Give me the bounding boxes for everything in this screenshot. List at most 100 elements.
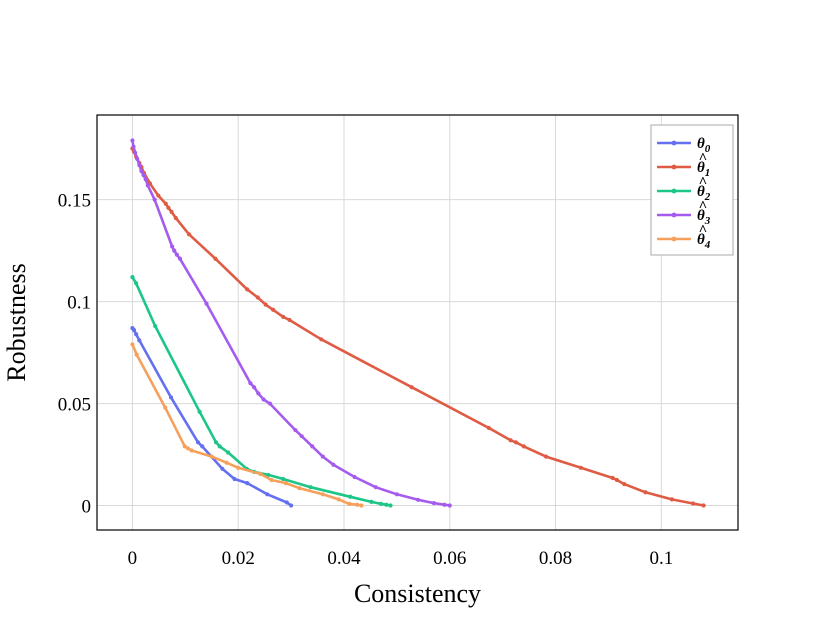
data-point bbox=[131, 144, 136, 149]
data-point bbox=[172, 248, 177, 253]
data-point bbox=[189, 448, 194, 453]
series-group bbox=[130, 138, 706, 508]
data-point bbox=[220, 466, 225, 471]
plot-frame bbox=[96, 114, 739, 531]
data-point bbox=[690, 501, 696, 506]
data-point bbox=[195, 440, 201, 445]
y-tick-label: 0.15 bbox=[58, 191, 91, 212]
x-tick-label: 0.08 bbox=[539, 548, 572, 569]
data-point bbox=[442, 502, 447, 507]
series-0 bbox=[130, 326, 294, 508]
data-point bbox=[373, 485, 378, 490]
data-point bbox=[701, 503, 706, 508]
data-point bbox=[130, 275, 135, 280]
series-4 bbox=[130, 342, 364, 508]
series-3 bbox=[130, 138, 452, 508]
y-tick-label: 0.05 bbox=[58, 395, 91, 416]
legend-item: θ1^ bbox=[657, 151, 710, 179]
data-point bbox=[283, 480, 288, 486]
data-point bbox=[141, 173, 146, 178]
legend-label: θ4 bbox=[697, 232, 711, 251]
data-point bbox=[352, 474, 357, 480]
data-point bbox=[266, 472, 271, 478]
legend-symbol: θ bbox=[697, 232, 705, 248]
data-point bbox=[213, 440, 219, 445]
y-tick-label: 0 bbox=[82, 497, 92, 518]
data-point bbox=[308, 485, 313, 490]
data-point bbox=[287, 317, 292, 323]
legend-subscript: 0 bbox=[705, 143, 711, 155]
y-axis-title: Robustness bbox=[2, 263, 31, 381]
data-point bbox=[130, 138, 135, 143]
legend-subscript: 3 bbox=[704, 215, 711, 227]
data-point bbox=[213, 256, 218, 261]
legend-label: θ2 bbox=[697, 184, 711, 203]
data-point bbox=[320, 454, 325, 459]
data-point bbox=[248, 381, 253, 386]
data-point bbox=[186, 232, 192, 237]
data-point bbox=[431, 500, 436, 506]
legend-swatch-marker bbox=[671, 188, 677, 194]
legend-label: θ0 bbox=[697, 136, 711, 155]
legend-symbol: θ bbox=[697, 184, 705, 200]
data-point bbox=[169, 209, 174, 214]
data-point bbox=[415, 497, 421, 502]
legend-hat: ^ bbox=[699, 175, 708, 191]
data-point bbox=[224, 460, 229, 465]
data-point bbox=[204, 301, 209, 306]
data-point bbox=[145, 183, 150, 188]
x-tick-label: 0.04 bbox=[327, 548, 361, 569]
legend-hat: ^ bbox=[699, 223, 708, 239]
data-point bbox=[543, 454, 549, 459]
grid bbox=[97, 115, 738, 530]
data-point bbox=[166, 205, 171, 210]
data-point bbox=[139, 168, 144, 174]
legend-swatch-marker bbox=[671, 140, 677, 146]
series-line bbox=[131, 275, 392, 507]
data-point bbox=[152, 197, 157, 202]
data-point bbox=[388, 503, 393, 508]
legend-swatch-marker bbox=[671, 212, 677, 218]
legend-hat: ^ bbox=[699, 151, 708, 167]
x-tick-label: 0 bbox=[128, 548, 138, 569]
x-tick-label: 0.06 bbox=[433, 548, 466, 569]
data-point bbox=[182, 444, 187, 449]
data-point bbox=[281, 314, 286, 319]
data-point bbox=[232, 476, 237, 482]
data-point bbox=[508, 438, 513, 443]
data-point bbox=[293, 427, 298, 433]
legend-label: θ3 bbox=[697, 208, 711, 227]
data-point bbox=[269, 477, 274, 483]
data-point bbox=[643, 490, 648, 495]
data-point bbox=[217, 444, 222, 449]
legend-item: θ4^ bbox=[657, 223, 711, 251]
x-axis-title: Consistency bbox=[354, 579, 481, 608]
data-point bbox=[245, 287, 250, 292]
data-point bbox=[137, 338, 142, 343]
data-point bbox=[310, 444, 315, 449]
data-point bbox=[378, 501, 384, 506]
data-point bbox=[170, 244, 175, 249]
y-tick-label: 0.1 bbox=[67, 293, 91, 314]
data-point bbox=[236, 465, 241, 470]
series-line bbox=[131, 139, 452, 507]
data-point bbox=[256, 391, 261, 396]
legend-swatch-marker bbox=[671, 236, 677, 242]
data-point bbox=[153, 323, 158, 329]
legend-swatch-marker bbox=[671, 164, 677, 170]
data-point bbox=[135, 156, 140, 161]
data-point bbox=[267, 401, 273, 406]
data-point bbox=[132, 150, 138, 155]
data-point bbox=[245, 480, 250, 486]
data-point bbox=[348, 494, 353, 499]
data-point bbox=[134, 332, 139, 337]
data-point bbox=[143, 177, 148, 182]
data-point bbox=[226, 450, 231, 455]
data-point bbox=[131, 328, 137, 333]
data-point bbox=[394, 492, 399, 497]
data-point bbox=[610, 475, 615, 481]
data-point bbox=[261, 397, 266, 402]
data-point bbox=[258, 471, 263, 477]
data-point bbox=[669, 497, 674, 502]
